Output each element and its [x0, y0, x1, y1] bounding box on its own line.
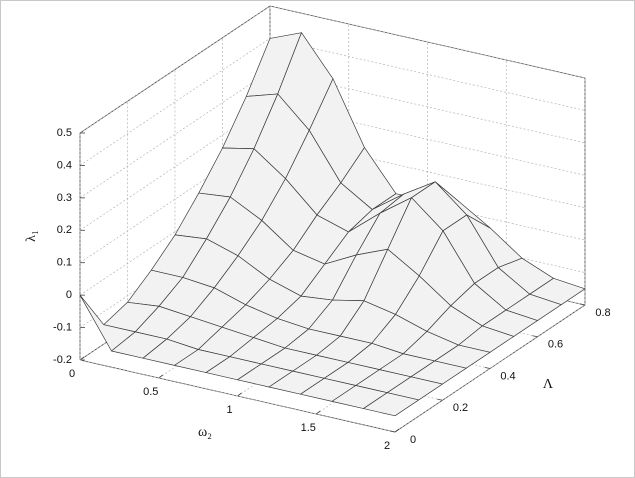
- tick-mark: [316, 410, 321, 415]
- x-tick-label: 0: [69, 368, 75, 380]
- z-tick-label: -0.2: [53, 354, 72, 366]
- grid-line: [79, 359, 396, 433]
- grid-line: [269, 5, 586, 79]
- z-axis-label: λ₁: [24, 230, 39, 242]
- y-tick-label: 0: [410, 434, 416, 446]
- tick-mark: [532, 335, 538, 338]
- z-tick-label: 0: [66, 289, 72, 301]
- x-tick-label: 0.5: [143, 386, 158, 398]
- z-tick-label: 0.4: [57, 159, 72, 171]
- tick-mark: [394, 428, 400, 433]
- tick-mark: [389, 430, 396, 433]
- y-tick-label: 0.2: [453, 402, 468, 414]
- grid-line: [269, 38, 586, 111]
- z-tick-label: -0.1: [53, 321, 72, 333]
- y-tick-label: 0.8: [595, 307, 610, 319]
- x-tick-label: 1.5: [301, 422, 316, 434]
- tick-mark: [158, 374, 163, 379]
- y-tick-label: 0.4: [500, 370, 515, 382]
- z-tick-label: 0.3: [57, 192, 72, 204]
- tick-mark: [79, 356, 85, 361]
- x-tick-label: 2: [384, 440, 390, 452]
- z-tick-label: 0.2: [57, 224, 72, 236]
- tick-mark: [484, 367, 491, 369]
- y-axis-label: Λ: [543, 377, 554, 392]
- y-tick-label: 0.6: [548, 339, 563, 351]
- z-tick-label: 0.1: [57, 257, 72, 269]
- tick-mark: [437, 398, 443, 401]
- x-axis-label: ω₂: [198, 425, 212, 440]
- x-tick-label: 1: [226, 404, 232, 416]
- z-tick-label: 0.5: [57, 127, 72, 139]
- axes-edge: [79, 5, 271, 134]
- tick-mark: [579, 303, 586, 306]
- tick-mark: [237, 392, 242, 397]
- surface-cell: [363, 392, 420, 417]
